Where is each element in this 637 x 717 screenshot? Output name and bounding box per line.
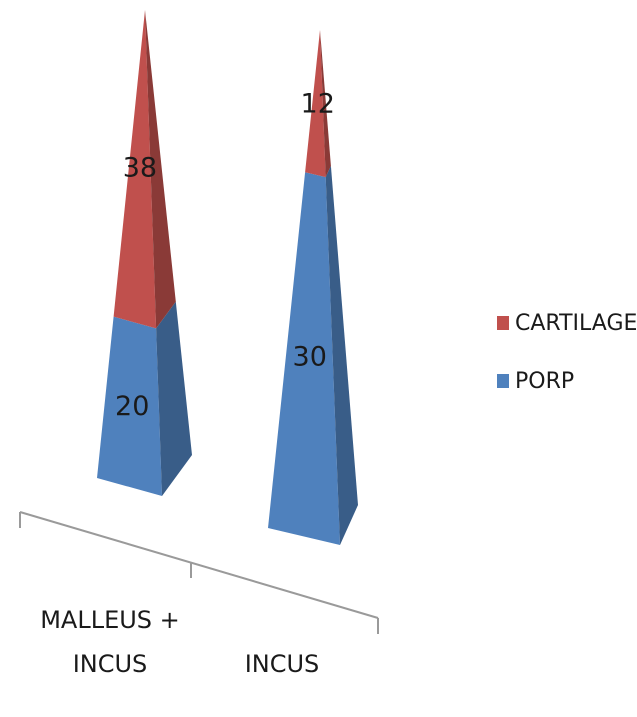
pyramid-segment-cartilage-side — [320, 30, 331, 178]
pyramid-series-group: 20 38 30 12 — [97, 10, 358, 546]
data-label-porp: 20 — [115, 391, 149, 422]
data-label-cartilage: 38 — [123, 152, 157, 183]
x-tick-label: MALLEUS + INCUS — [40, 606, 180, 678]
legend-swatch-cartilage — [497, 316, 509, 330]
x-tick-label: INCUS — [245, 650, 320, 678]
pyramid-segment-porp-side — [325, 165, 358, 545]
pyramid-segment-cartilage-front — [305, 30, 326, 178]
legend: CARTILAGE PORP — [497, 311, 637, 394]
data-label-cartilage: 12 — [301, 88, 335, 119]
x-axis — [19, 511, 379, 634]
legend-swatch-porp — [497, 374, 509, 388]
x-tick-labels: MALLEUS + INCUS INCUS — [40, 606, 319, 678]
pyramid-segment-porp-front — [268, 172, 340, 546]
legend-label-porp: PORP — [515, 369, 574, 394]
pyramid-segment-cartilage-side — [145, 10, 176, 329]
pyramid-segment-porp-front — [97, 316, 162, 496]
data-label-porp: 30 — [293, 342, 327, 373]
pyramid-segment-cartilage-front — [113, 10, 157, 329]
x-axis-line — [19, 511, 379, 619]
pyramid-segment-porp-side — [156, 301, 192, 496]
legend-label-cartilage: CARTILAGE — [515, 311, 637, 336]
